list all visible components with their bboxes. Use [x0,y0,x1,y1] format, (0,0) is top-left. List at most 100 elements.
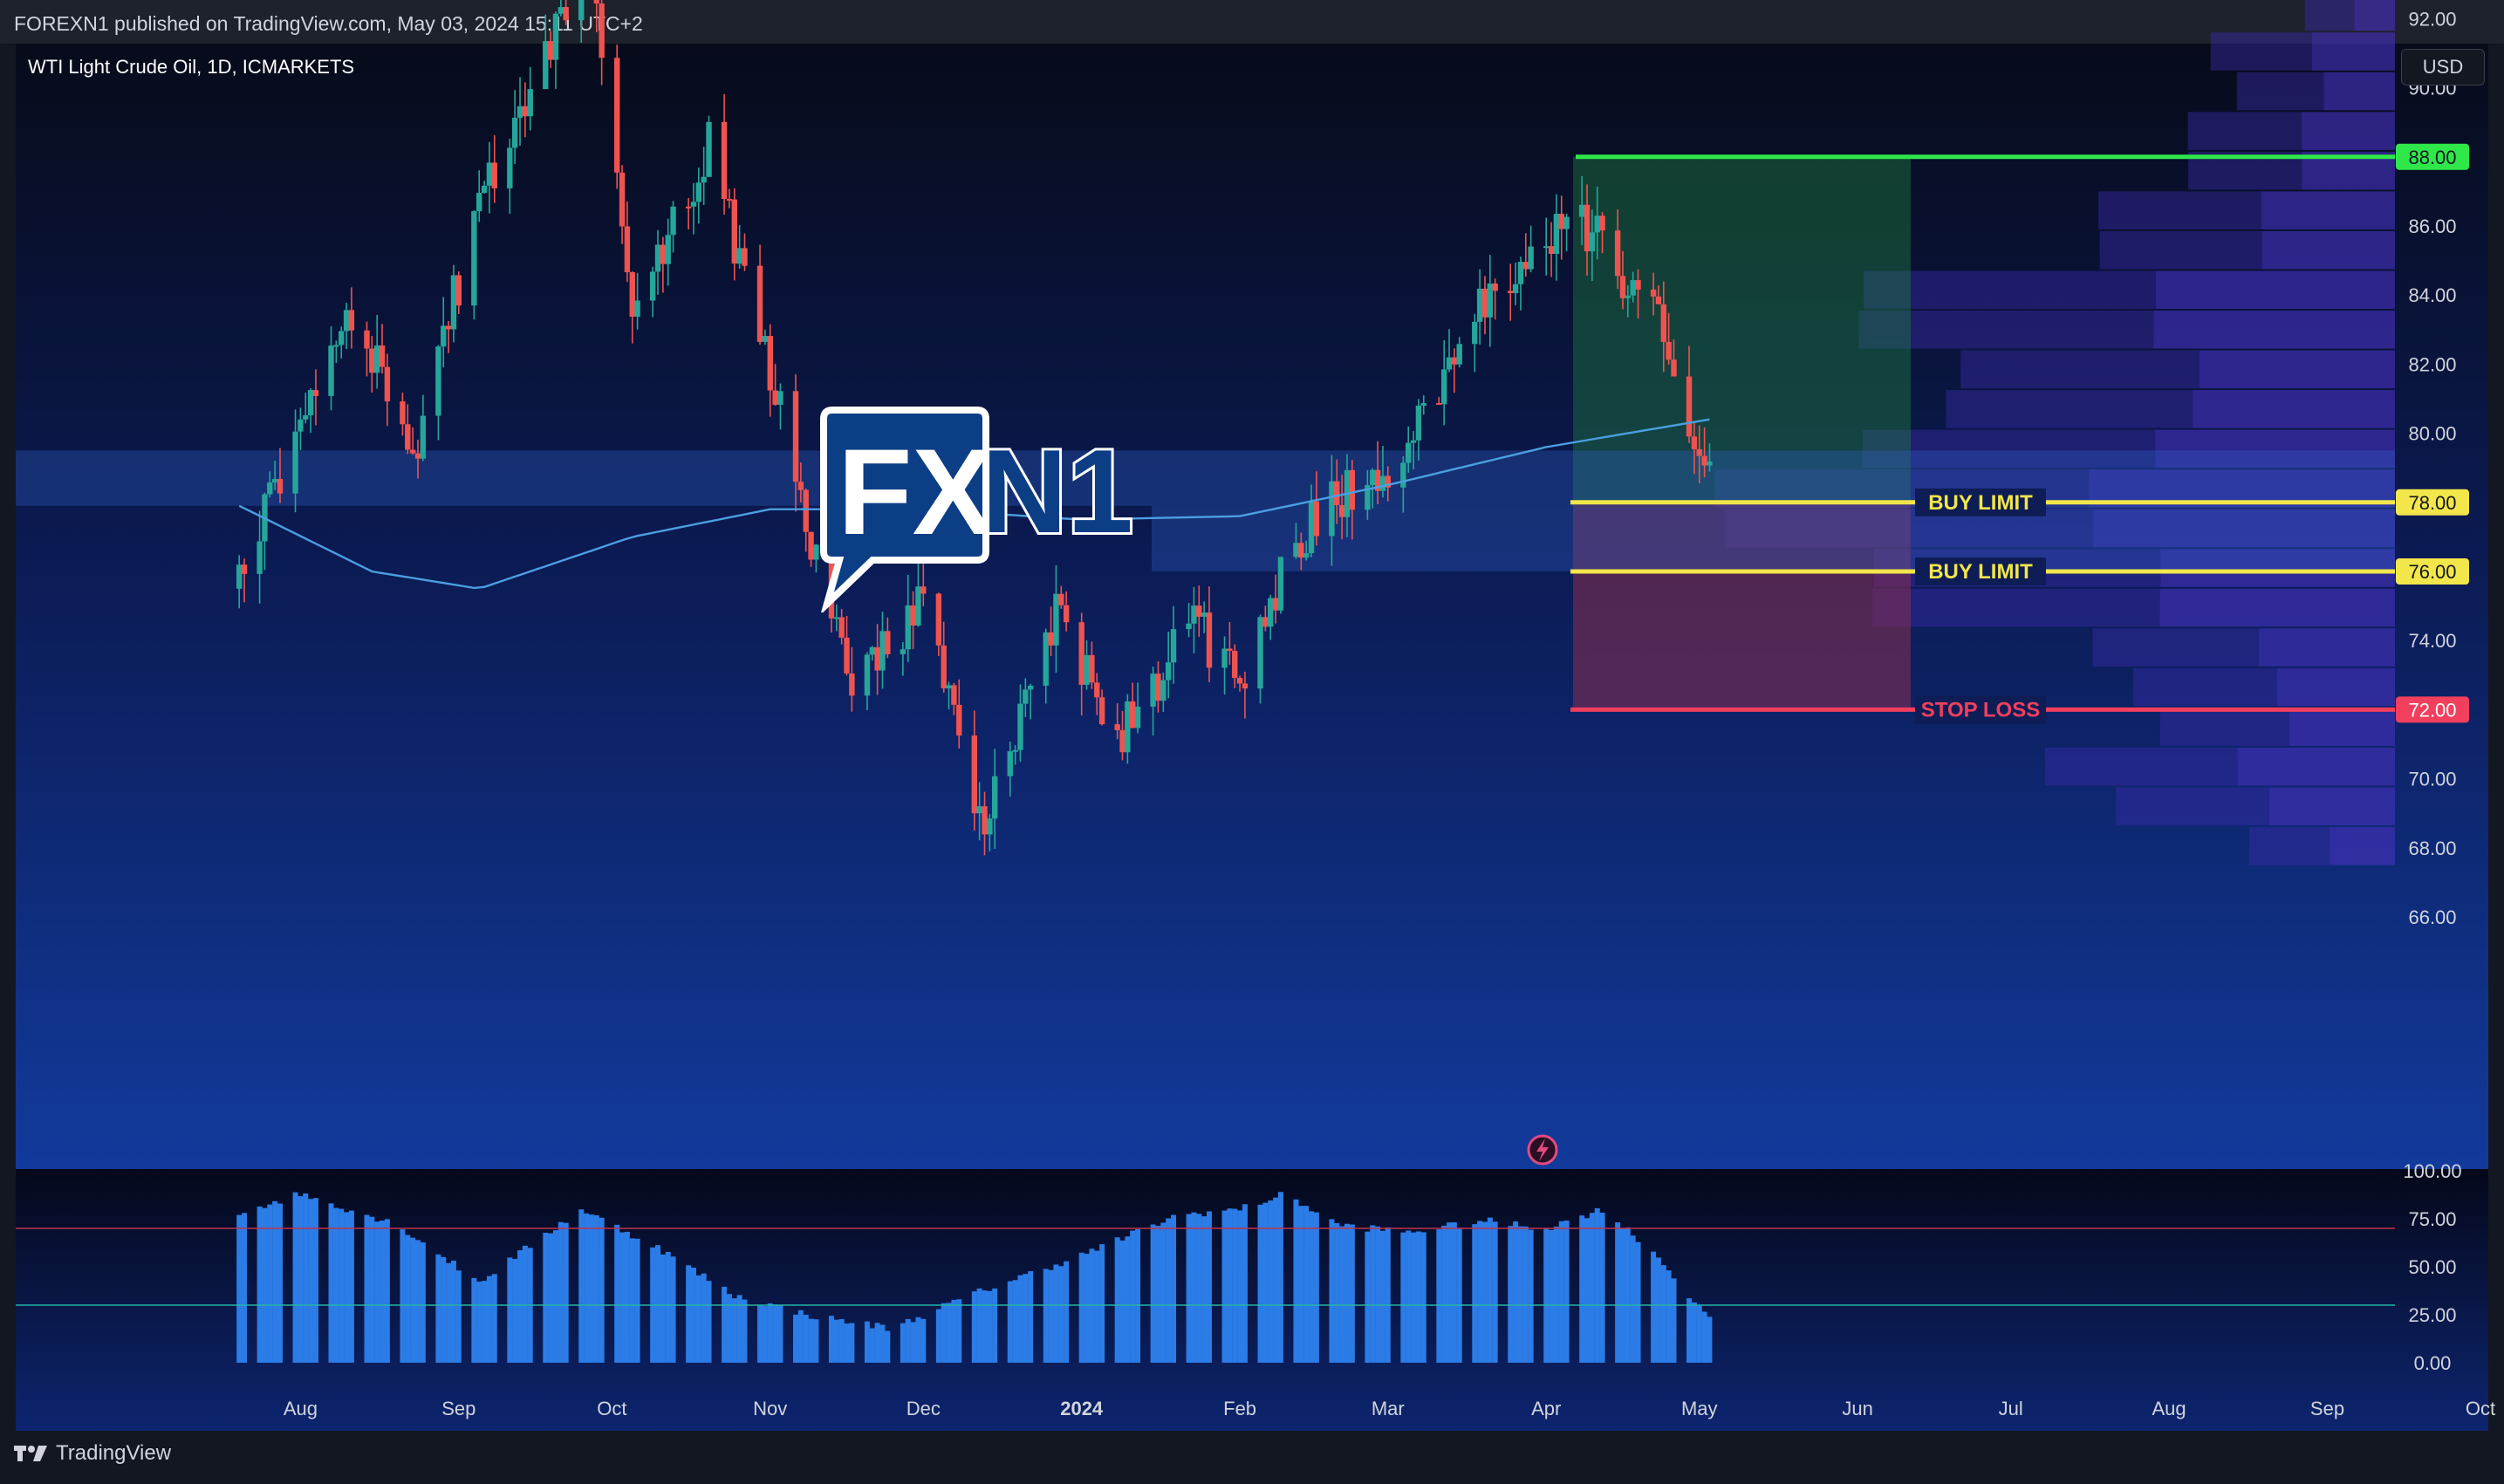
osc-bar [1451,1222,1457,1363]
osc-bar [1053,1264,1059,1363]
osc-bar [333,1207,339,1363]
candle-body [1512,284,1519,294]
candle-body [910,605,916,626]
oscillator [16,1192,2395,1363]
candle-body [364,330,370,349]
profile-row [1862,429,2395,468]
level-price-badge [2396,489,2469,516]
osc-bar [410,1237,416,1363]
osc-bar [1549,1229,1555,1363]
osc-bar [1379,1230,1385,1363]
candle-body [1365,485,1371,510]
profile-row [2187,112,2395,150]
lightning-icon[interactable] [1527,1134,1558,1166]
currency-button[interactable]: USD [2401,49,2485,85]
candle-body [511,117,518,148]
osc-bar [1584,1218,1591,1363]
candle-body [1558,214,1564,229]
candle-body [1476,288,1483,322]
osc-bar [522,1245,528,1363]
osc-bar [1273,1197,1279,1363]
candle-body [1084,654,1090,685]
candle-body [1415,405,1422,441]
candle-body [976,806,982,814]
osc-tick-label: 25.00 [2408,1304,2456,1326]
osc-bar [1528,1229,1534,1363]
candle-body [1150,674,1156,708]
osc-bar [660,1254,666,1363]
osc-bar [1599,1212,1605,1363]
candle-body [1578,204,1585,217]
osc-bar [900,1323,906,1363]
price-tick-label: 66.00 [2408,906,2456,928]
candle-body [522,106,529,117]
candle-body [885,631,891,654]
osc-bar [414,1240,421,1363]
candle-body [1517,262,1524,284]
osc-bar [772,1304,778,1363]
profile-row [2099,230,2395,270]
candle-body [257,541,263,574]
osc-bar [757,1305,763,1363]
candle-body [339,331,345,345]
osc-bar [1517,1226,1523,1363]
candle-body [1594,215,1600,233]
price-tick-label: 84.00 [2408,284,2456,306]
osc-bar [722,1286,728,1363]
osc-bar [584,1213,590,1363]
candle-body [373,345,380,373]
candle-body [486,162,493,186]
profile-row [2236,72,2395,111]
candle-body [277,479,284,494]
candle-body [414,453,421,459]
candle-body [1660,304,1666,342]
time-tick-label: May [1681,1398,1718,1419]
candle-body [1293,543,1299,557]
osc-bar [1084,1254,1090,1363]
osc-bar [1385,1227,1391,1363]
osc-bar [1686,1298,1693,1363]
osc-bar [1125,1236,1131,1363]
candle-body [1548,246,1555,255]
candle-body [665,235,671,264]
osc-bar [915,1316,921,1363]
candle-body [1696,448,1702,456]
candle-body [1370,469,1376,486]
osc-bar [629,1238,635,1363]
symbol-title[interactable]: WTI Light Crude Oil, 1D, ICMARKETS [28,56,355,78]
candle-body [1440,369,1447,405]
candle-body [1165,662,1172,680]
candle-body [905,605,911,650]
candle-body [507,147,513,188]
osc-bar [482,1281,488,1363]
candle-body [1487,283,1494,318]
osc-bar [670,1256,676,1363]
osc-bar [767,1303,773,1363]
candle-body [558,7,564,14]
candle-body [742,248,748,266]
level-label: STOP LOSS [1921,698,2041,721]
osc-bar [1406,1230,1412,1363]
profile-row-core [2237,747,2395,786]
profile-row-core [2323,72,2395,111]
candle-body [348,310,355,331]
osc-bar [1277,1192,1283,1363]
osc-bar [552,1230,558,1363]
osc-bar [1619,1228,1625,1363]
osc-bar [277,1203,283,1363]
osc-bar [701,1273,707,1363]
osc-bar [599,1217,605,1363]
candle-body [1456,344,1462,365]
candle-body [307,390,314,415]
level-label: BUY LIMIT [1928,560,2033,584]
osc-bar [1594,1207,1600,1363]
candle-body [956,704,962,736]
candle-body [1420,402,1426,406]
candle-body [1227,648,1233,652]
candle-body [869,646,875,655]
osc-bar [543,1232,549,1363]
osc-bar [1441,1225,1447,1363]
candle-body [797,482,804,490]
tradingview-brand[interactable]: TradingView [14,1441,171,1466]
